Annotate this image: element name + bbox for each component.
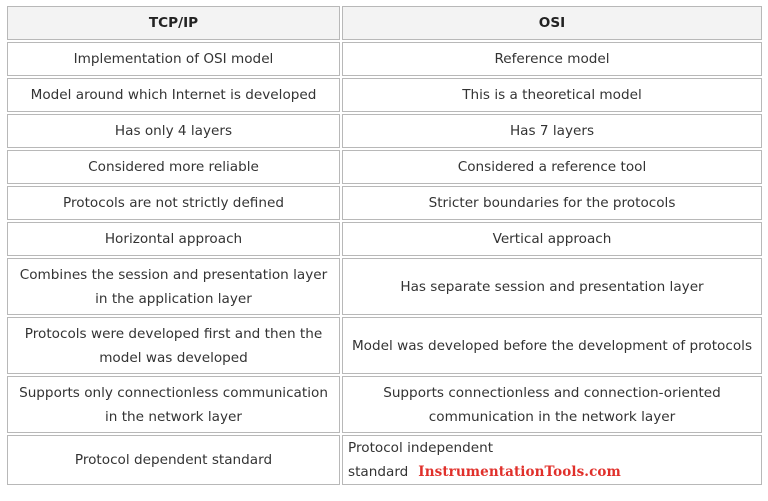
osi-cell: Has 7 layers bbox=[342, 114, 762, 148]
osi-cell: Vertical approach bbox=[342, 222, 762, 256]
tcpip-cell: Protocol dependent standard bbox=[7, 435, 340, 485]
osi-cell-text: Protocol independent standard bbox=[348, 440, 494, 480]
tcpip-cell: Combines the session and presentation la… bbox=[7, 258, 340, 315]
header-tcpip: TCP/IP bbox=[7, 6, 340, 40]
tcpip-cell: Protocols are not strictly defined bbox=[7, 186, 340, 220]
table-row: Horizontal approach Vertical approach bbox=[7, 222, 762, 256]
table-row: Implementation of OSI model Reference mo… bbox=[7, 42, 762, 76]
table-row: Has only 4 layers Has 7 layers bbox=[7, 114, 762, 148]
table-row: Model around which Internet is developed… bbox=[7, 78, 762, 112]
comparison-table: TCP/IP OSI Implementation of OSI model R… bbox=[5, 4, 764, 487]
tcpip-cell: Has only 4 layers bbox=[7, 114, 340, 148]
osi-cell: Protocol independent standard Instrumenta… bbox=[342, 435, 762, 485]
table-row: Protocols were developed first and then … bbox=[7, 317, 762, 374]
table-row: Protocols are not strictly defined Stric… bbox=[7, 186, 762, 220]
table-row: Protocol dependent standard Protocol ind… bbox=[7, 435, 762, 485]
osi-cell: Has separate session and presentation la… bbox=[342, 258, 762, 315]
tcpip-cell: Protocols were developed first and then … bbox=[7, 317, 340, 374]
osi-cell: This is a theoretical model bbox=[342, 78, 762, 112]
tcpip-cell: Model around which Internet is developed bbox=[7, 78, 340, 112]
header-osi: OSI bbox=[342, 6, 762, 40]
table-row: Considered more reliable Considered a re… bbox=[7, 150, 762, 184]
header-row: TCP/IP OSI bbox=[7, 6, 762, 40]
watermark-text: InstrumentationTools.com bbox=[418, 464, 621, 480]
tcpip-cell: Implementation of OSI model bbox=[7, 42, 340, 76]
osi-cell: Reference model bbox=[342, 42, 762, 76]
table-row: Combines the session and presentation la… bbox=[7, 258, 762, 315]
table-row: Supports only connectionless communicati… bbox=[7, 376, 762, 433]
osi-cell: Stricter boundaries for the protocols bbox=[342, 186, 762, 220]
tcpip-cell: Horizontal approach bbox=[7, 222, 340, 256]
tcpip-cell: Considered more reliable bbox=[7, 150, 340, 184]
tcpip-cell: Supports only connectionless communicati… bbox=[7, 376, 340, 433]
osi-cell: Supports connectionless and connection-o… bbox=[342, 376, 762, 433]
osi-cell: Considered a reference tool bbox=[342, 150, 762, 184]
osi-cell: Model was developed before the developme… bbox=[342, 317, 762, 374]
